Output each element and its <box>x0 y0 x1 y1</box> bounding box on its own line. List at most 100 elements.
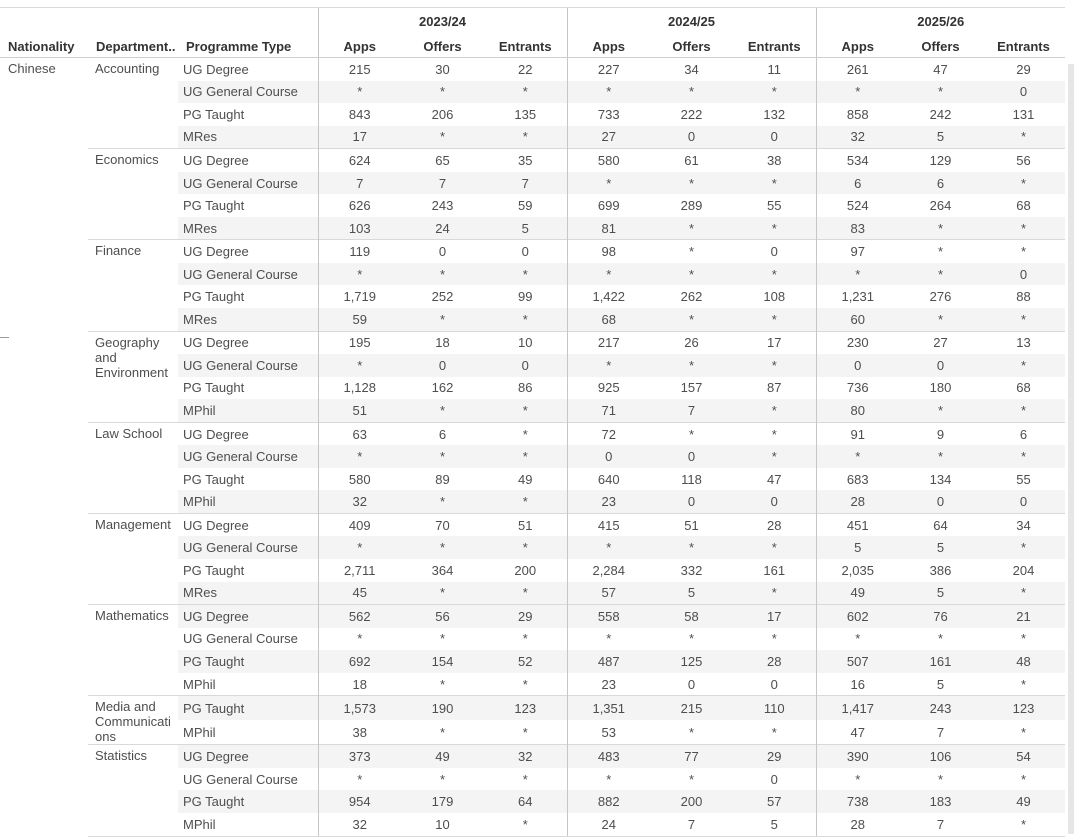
value-cell[interactable]: 99 <box>518 289 533 305</box>
column-header-programme-type[interactable]: Programme Type <box>178 35 318 58</box>
value-cell[interactable]: 7 <box>484 171 567 195</box>
value-cell[interactable]: * <box>771 631 777 647</box>
value-cell[interactable]: 154 <box>401 650 484 673</box>
value-cell[interactable]: 507 <box>815 650 899 673</box>
value-cell[interactable]: 215 <box>317 57 401 81</box>
value-cell[interactable]: 5 <box>899 125 982 149</box>
value-cell[interactable]: 34 <box>684 61 699 77</box>
value-cell[interactable]: 0 <box>770 676 778 692</box>
value-cell[interactable]: 32 <box>317 812 401 837</box>
value-cell[interactable]: * <box>733 581 816 605</box>
value-cell[interactable]: 56 <box>982 148 1066 172</box>
value-cell[interactable]: * <box>815 262 899 286</box>
year-header[interactable]: 2024/25 <box>566 7 816 35</box>
value-cell[interactable]: * <box>650 171 733 195</box>
value-cell[interactable]: 524 <box>815 194 899 217</box>
value-cell[interactable]: 843 <box>317 103 401 126</box>
department-cell[interactable]: Statistics <box>88 744 178 837</box>
value-cell[interactable]: 562 <box>317 604 401 628</box>
value-cell[interactable]: 692 <box>317 650 401 673</box>
value-cell[interactable]: 35 <box>484 148 567 172</box>
value-cell[interactable]: * <box>650 536 733 560</box>
value-cell[interactable]: * <box>484 399 567 423</box>
value-cell[interactable]: * <box>439 724 446 740</box>
value-cell[interactable]: 110 <box>733 695 816 721</box>
programme-type-cell[interactable]: PG Taught <box>183 289 245 305</box>
value-cell[interactable]: * <box>733 216 816 240</box>
value-cell[interactable]: 80 <box>815 399 899 423</box>
value-cell[interactable]: 6 <box>815 171 899 195</box>
programme-type-cell[interactable]: PG Taught <box>183 562 245 578</box>
value-cell[interactable]: * <box>650 262 733 286</box>
value-cell[interactable]: 390 <box>815 744 899 768</box>
value-cell[interactable]: 16 <box>815 672 899 696</box>
value-cell[interactable]: 18 <box>401 330 484 355</box>
value-cell[interactable]: 0 <box>982 490 1066 514</box>
value-cell[interactable]: 103 <box>317 216 401 240</box>
value-cell[interactable]: 47 <box>933 61 948 77</box>
value-cell[interactable]: * <box>1020 631 1027 647</box>
value-cell[interactable]: 6 <box>982 421 1066 446</box>
value-cell[interactable]: 2,035 <box>815 559 899 582</box>
value-cell[interactable]: * <box>688 631 695 647</box>
value-cell[interactable]: * <box>439 771 446 787</box>
value-cell[interactable]: * <box>522 676 528 692</box>
value-cell[interactable]: 640 <box>566 467 650 491</box>
value-cell[interactable]: 9 <box>899 421 982 446</box>
value-cell[interactable]: * <box>982 812 1066 837</box>
value-cell[interactable]: * <box>733 445 816 468</box>
value-cell[interactable]: 98 <box>566 239 650 263</box>
value-cell[interactable]: 5 <box>815 536 899 560</box>
value-cell[interactable]: 1,573 <box>317 695 401 721</box>
value-cell[interactable]: 858 <box>815 103 899 126</box>
value-cell[interactable]: 0 <box>733 490 816 514</box>
value-cell[interactable]: 161 <box>763 562 786 578</box>
value-cell[interactable]: 5 <box>733 812 816 837</box>
value-cell[interactable]: 733 <box>566 103 650 126</box>
programme-type-cell[interactable]: MPhil <box>178 490 318 514</box>
value-cell[interactable]: * <box>982 308 1066 332</box>
value-cell[interactable]: * <box>982 216 1066 240</box>
value-cell[interactable]: * <box>982 536 1066 560</box>
value-cell[interactable]: * <box>899 445 982 468</box>
value-cell[interactable]: 0 <box>899 490 982 514</box>
programme-type-cell[interactable]: PG Taught <box>178 790 318 813</box>
value-cell[interactable]: 108 <box>763 289 786 305</box>
value-cell[interactable]: 243 <box>431 198 454 214</box>
value-cell[interactable]: * <box>815 80 899 104</box>
value-cell[interactable]: * <box>733 80 816 104</box>
value-cell[interactable]: 264 <box>929 198 952 214</box>
value-cell[interactable]: 183 <box>899 790 982 813</box>
value-cell[interactable]: * <box>899 308 982 332</box>
value-cell[interactable]: 24 <box>401 216 484 240</box>
value-cell[interactable]: 28 <box>733 512 816 537</box>
department-cell[interactable]: Law School <box>88 421 178 514</box>
value-cell[interactable]: * <box>650 354 733 377</box>
value-cell[interactable]: 132 <box>763 106 786 122</box>
value-cell[interactable]: 0 <box>899 354 982 377</box>
value-cell[interactable]: * <box>317 354 401 377</box>
programme-type-cell[interactable]: UG General Course <box>178 445 318 468</box>
value-cell[interactable]: 624 <box>317 148 401 172</box>
value-cell[interactable]: 0 <box>650 490 733 514</box>
value-cell[interactable]: 243 <box>899 695 982 721</box>
value-cell[interactable]: * <box>650 239 733 263</box>
value-cell[interactable]: 97 <box>815 239 899 263</box>
value-cell[interactable]: 51 <box>650 512 733 537</box>
value-cell[interactable]: * <box>899 216 982 240</box>
value-cell[interactable]: * <box>650 216 733 240</box>
value-cell[interactable]: 129 <box>899 148 982 172</box>
value-cell[interactable]: 230 <box>815 330 899 355</box>
value-cell[interactable]: * <box>401 490 484 514</box>
department-cell[interactable]: Management <box>88 512 178 605</box>
value-cell[interactable]: 68 <box>1016 380 1031 396</box>
column-header-offers[interactable]: Offers <box>401 35 484 58</box>
value-cell[interactable]: * <box>401 125 484 149</box>
value-cell[interactable]: 386 <box>929 562 952 578</box>
value-cell[interactable]: 58 <box>650 604 733 628</box>
value-cell[interactable]: 332 <box>680 562 703 578</box>
programme-type-cell[interactable]: UG Degree <box>178 330 318 355</box>
value-cell[interactable]: 180 <box>929 380 952 396</box>
value-cell[interactable]: * <box>439 631 446 647</box>
value-cell[interactable]: * <box>484 80 567 104</box>
